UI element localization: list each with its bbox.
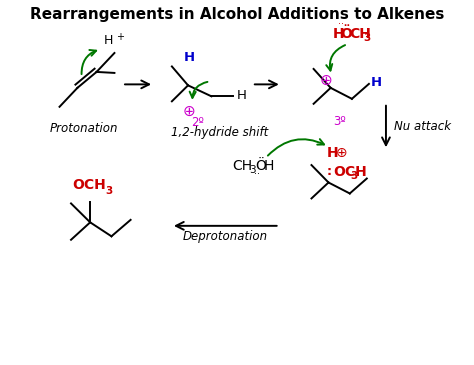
Text: CH: CH bbox=[232, 159, 252, 173]
Text: OCH: OCH bbox=[73, 178, 106, 192]
Text: +: + bbox=[116, 32, 124, 42]
Text: H: H bbox=[264, 159, 274, 173]
Text: Rearrangements in Alcohol Additions to Alkenes: Rearrangements in Alcohol Additions to A… bbox=[30, 7, 444, 22]
Text: ⊕: ⊕ bbox=[336, 146, 348, 160]
Text: Ö: Ö bbox=[340, 27, 352, 41]
Text: ⊕: ⊕ bbox=[319, 73, 332, 88]
Text: Deprotonation: Deprotonation bbox=[182, 230, 268, 243]
Text: ··: ·· bbox=[338, 19, 344, 29]
Text: H: H bbox=[333, 27, 345, 41]
Text: H: H bbox=[183, 51, 194, 65]
Text: 3: 3 bbox=[364, 33, 371, 43]
Text: H: H bbox=[104, 34, 113, 47]
Text: 3º: 3º bbox=[334, 115, 346, 128]
Text: H: H bbox=[371, 76, 382, 89]
Text: 3: 3 bbox=[249, 165, 255, 175]
Text: CH: CH bbox=[349, 27, 371, 41]
Text: Nu attack: Nu attack bbox=[393, 120, 451, 133]
Text: 3: 3 bbox=[105, 187, 112, 196]
Text: OCH: OCH bbox=[333, 165, 366, 178]
Text: :: : bbox=[327, 165, 331, 178]
Text: Protonation: Protonation bbox=[50, 122, 118, 135]
Text: ⊕: ⊕ bbox=[182, 104, 195, 119]
Text: H: H bbox=[237, 89, 247, 102]
Text: 3: 3 bbox=[351, 170, 358, 181]
Text: 2º: 2º bbox=[191, 116, 204, 129]
Text: 1,2-hydride shift: 1,2-hydride shift bbox=[172, 126, 269, 139]
Text: ··: ·· bbox=[254, 169, 260, 179]
Text: H: H bbox=[327, 146, 338, 160]
Text: Ö: Ö bbox=[255, 159, 266, 173]
